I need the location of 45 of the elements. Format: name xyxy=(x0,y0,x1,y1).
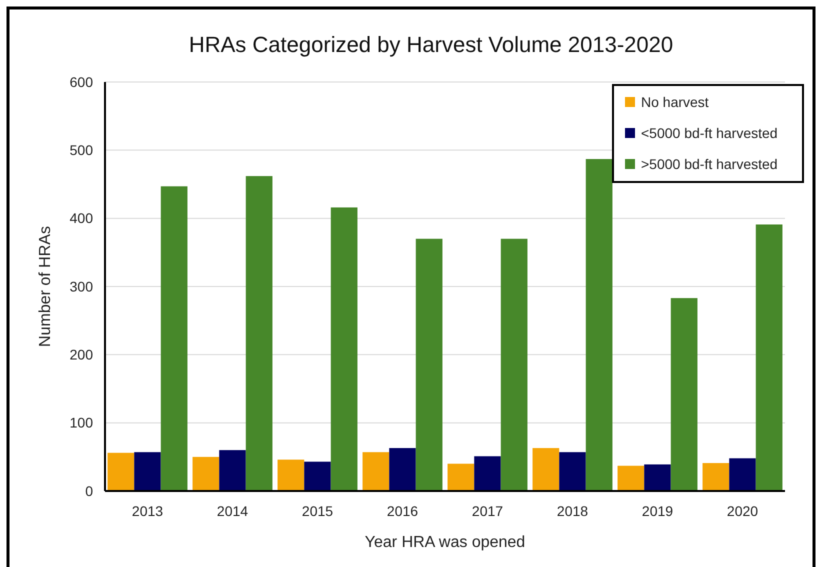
bar xyxy=(670,298,698,491)
x-tick-label: 2018 xyxy=(556,503,588,519)
x-axis-title: Year HRA was opened xyxy=(364,534,526,551)
bar xyxy=(618,466,644,491)
bar xyxy=(330,207,358,491)
legend-label: No harvest xyxy=(641,94,709,110)
bar xyxy=(500,238,528,491)
y-tick-label: 200 xyxy=(70,346,94,363)
bar xyxy=(702,463,730,491)
x-tick-label: 2019 xyxy=(642,503,674,519)
chart-title: HRAs Categorized by Harvest Volume 2013-2020 xyxy=(188,32,674,57)
legend-label: <5000 bd-ft harvested xyxy=(641,124,778,141)
bar xyxy=(532,448,560,491)
y-tick-label: 600 xyxy=(70,74,94,90)
x-tick-label: 2020 xyxy=(726,503,758,519)
bar xyxy=(389,448,416,491)
bar xyxy=(362,452,390,491)
x-tick-label: 2013 xyxy=(132,503,164,519)
bar xyxy=(586,159,612,491)
x-tick-label: 2015 xyxy=(302,503,334,519)
legend-label: >5000 bd-ft harvested xyxy=(641,156,778,172)
bar xyxy=(729,458,756,491)
bar xyxy=(192,456,220,491)
x-tick-label: 2017 xyxy=(472,503,504,519)
bar xyxy=(219,450,246,491)
y-tick-label: 0 xyxy=(85,482,94,499)
bar xyxy=(134,452,161,491)
x-tick-label: 2014 xyxy=(216,503,248,519)
x-tick-label: 2016 xyxy=(386,503,418,519)
bar xyxy=(644,464,671,491)
bar xyxy=(160,186,188,491)
bar xyxy=(246,176,272,491)
y-axis-title: Number of HRAs xyxy=(37,226,54,347)
y-tick-label: 500 xyxy=(70,142,94,158)
y-tick-label: 400 xyxy=(70,210,94,226)
y-tick-label: 100 xyxy=(70,414,94,431)
bar xyxy=(278,460,304,491)
bar xyxy=(756,224,782,491)
y-tick-label: 300 xyxy=(70,278,94,294)
bar xyxy=(559,452,586,491)
bar xyxy=(416,238,442,491)
bar xyxy=(474,456,501,491)
bar xyxy=(304,462,331,491)
bar xyxy=(448,464,474,491)
bar xyxy=(108,452,134,491)
